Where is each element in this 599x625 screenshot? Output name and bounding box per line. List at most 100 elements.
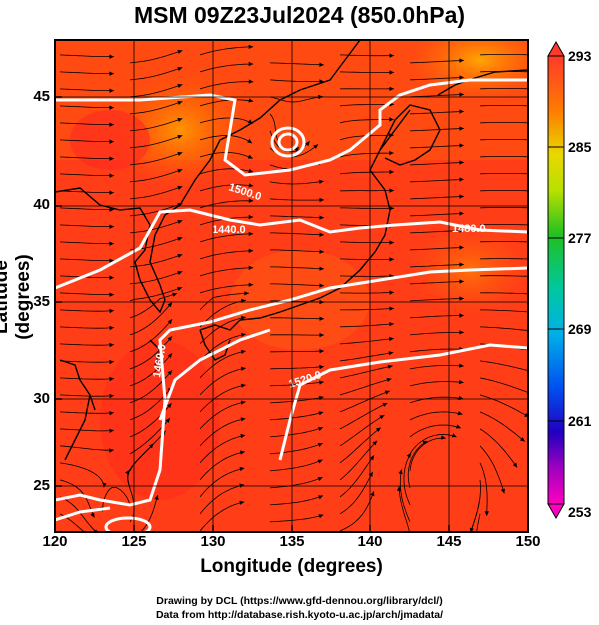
streamline: [339, 471, 374, 515]
streamline: [399, 469, 411, 523]
streamline-arrow: [319, 533, 324, 537]
streamline-arrow: [318, 514, 324, 519]
streamline: [269, 198, 325, 201]
streamline: [129, 135, 183, 149]
streamline-arrow: [529, 274, 534, 278]
x-tick-label: 130: [200, 533, 226, 550]
streamline-arrow: [177, 66, 183, 71]
streamline-arrow: [177, 270, 183, 275]
streamline-arrow: [109, 428, 114, 433]
streamline: [339, 427, 382, 464]
streamline-arrow: [459, 92, 464, 97]
streamline: [479, 326, 528, 331]
streamline: [269, 411, 324, 421]
streamline-arrow: [459, 245, 464, 250]
streamline: [59, 343, 115, 346]
streamline: [129, 118, 183, 132]
streamline-arrow: [177, 49, 183, 54]
streamline-arrow: [177, 117, 183, 122]
streamline-arrow: [248, 248, 254, 253]
streamline: [199, 135, 253, 144]
streamline-arrow: [459, 143, 464, 148]
streamline-arrow: [177, 286, 183, 291]
streamline-arrow: [305, 141, 310, 147]
streamline: [59, 445, 114, 451]
streamline: [409, 298, 464, 302]
streamline-arrow: [319, 316, 324, 321]
streamline-arrow: [248, 79, 254, 84]
streamline-arrow: [459, 313, 464, 318]
streamline-arrow: [109, 71, 114, 76]
streamline: [339, 378, 392, 396]
streamline-arrow: [240, 433, 246, 439]
streamline: [199, 333, 246, 362]
streamline: [199, 284, 254, 294]
y-axis-label: Latitude (degrees): [0, 254, 34, 340]
streamline-arrow: [379, 415, 385, 420]
streamline: [479, 428, 518, 468]
colorbar-label: 285: [568, 139, 592, 155]
streamline-arrow: [529, 206, 534, 210]
streamline-arrow: [109, 448, 114, 453]
streamline-arrow: [457, 411, 463, 416]
streamline: [269, 476, 323, 489]
streamline: [59, 54, 114, 57]
streamline: [59, 462, 105, 488]
streamline: [339, 390, 390, 413]
streamline: [59, 258, 114, 261]
streamline-arrow: [375, 427, 381, 432]
streamline: [129, 152, 183, 166]
y-tick-label: 35: [33, 293, 50, 310]
streamline: [129, 50, 183, 64]
credit-drawing: Drawing by DCL (https://www.gfd-dennou.o…: [156, 595, 443, 607]
streamline: [199, 63, 254, 73]
streamline: [269, 427, 324, 438]
streamline: [59, 105, 114, 108]
streamline-arrow: [177, 253, 183, 258]
streamline: [339, 171, 394, 175]
streamline: [270, 249, 325, 253]
streamline: [129, 319, 173, 353]
streamline: [129, 369, 173, 404]
streamline: [59, 377, 115, 380]
streamline-arrow: [104, 551, 109, 555]
streamline: [59, 207, 114, 210]
streamline: [269, 62, 325, 66]
streamline: [409, 437, 446, 471]
streamline: [339, 455, 375, 498]
streamline-arrow: [109, 342, 114, 348]
streamline-arrow: [389, 117, 394, 122]
streamline-arrow: [109, 393, 114, 399]
streamline-arrow: [529, 329, 534, 333]
streamline: [409, 60, 464, 64]
streamline: [199, 484, 245, 515]
streamline-arrow: [248, 183, 254, 188]
streamline-arrow: [248, 265, 254, 270]
streamline: [409, 77, 464, 81]
streamline-arrow: [529, 104, 534, 108]
streamline-arrow: [109, 190, 114, 195]
streamline-arrow: [319, 197, 324, 203]
streamline: [479, 190, 528, 192]
streamline: [269, 514, 324, 523]
streamline-arrow: [459, 194, 464, 199]
streamline: [269, 317, 325, 320]
streamline-arrow: [239, 500, 245, 505]
x-tick-label: 135: [279, 533, 305, 550]
streamline-arrow: [459, 177, 464, 182]
x-tick-label: 140: [357, 533, 383, 550]
streamline: [339, 414, 385, 447]
streamline-arrow: [382, 402, 388, 407]
streamline-arrow: [154, 495, 159, 500]
streamline-arrow: [109, 275, 114, 280]
streamline-arrow: [500, 488, 505, 494]
streamline-arrow: [240, 383, 246, 388]
streamline-arrow: [248, 44, 254, 49]
streamline-arrow: [319, 215, 324, 220]
streamline-arrow: [529, 189, 534, 193]
streamline-arrow: [389, 53, 394, 58]
streamline: [199, 117, 253, 125]
streamline: [407, 440, 428, 488]
streamline-arrow: [389, 169, 394, 175]
streamline-arrow: [319, 232, 324, 237]
